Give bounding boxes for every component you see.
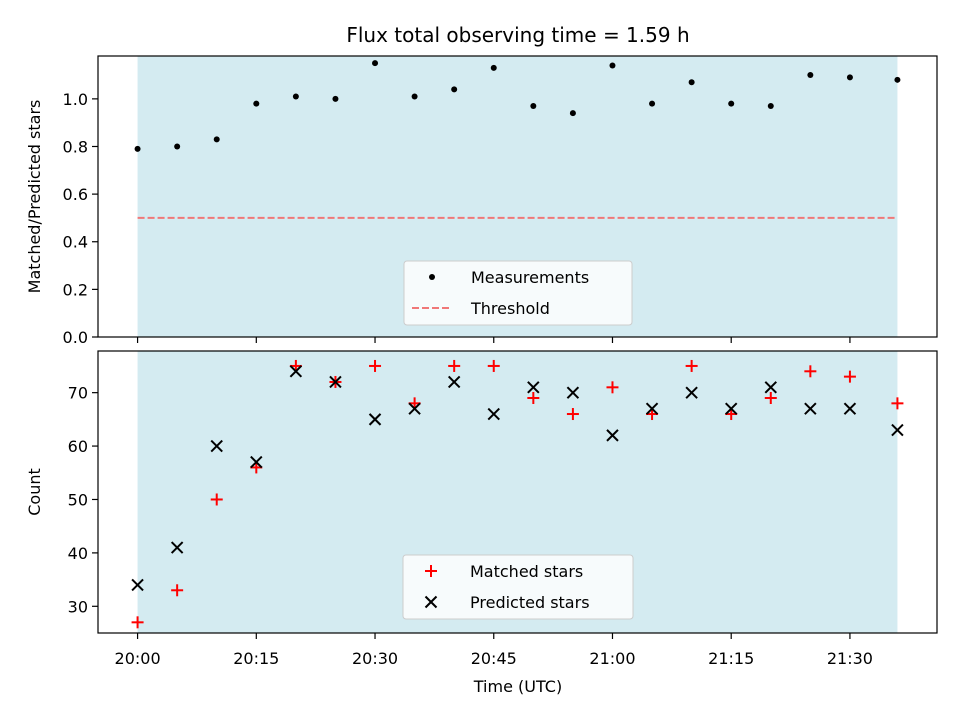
chart-title: Flux total observing time = 1.59 h bbox=[346, 23, 689, 47]
data-points bbox=[131, 359, 904, 629]
measurement-point bbox=[649, 100, 656, 107]
matched-star-point bbox=[448, 359, 461, 372]
matched-star-point bbox=[606, 381, 619, 394]
matched-star-point bbox=[891, 397, 904, 410]
count-panel: 30 40 50 60 70 Count Matched stars Predicted st… bbox=[25, 350, 938, 639]
predicted-star-point bbox=[210, 439, 223, 453]
measurement-point bbox=[411, 93, 418, 100]
predicted-star-point bbox=[685, 386, 698, 399]
matched-star-point bbox=[527, 392, 540, 404]
measurement-point bbox=[372, 60, 379, 67]
predicted-star-point bbox=[527, 381, 540, 394]
predicted-star-point bbox=[368, 413, 382, 426]
predicted-star-point bbox=[804, 402, 817, 415]
predicted-star-point bbox=[891, 423, 904, 437]
measurement-point bbox=[894, 76, 901, 83]
measurement-point bbox=[490, 64, 497, 71]
y-tick-label: 30 bbox=[68, 597, 88, 616]
y-tick-label: 1.0 bbox=[63, 90, 88, 109]
y-axis-label: Matched/Predicted stars bbox=[25, 100, 44, 294]
predicted-star-point bbox=[764, 381, 777, 394]
measurement-point bbox=[213, 136, 220, 143]
x-tick-label: 21:00 bbox=[589, 649, 635, 668]
y-axis-label: Count bbox=[25, 468, 44, 516]
x-tick-label: 21:30 bbox=[827, 649, 873, 668]
measurement-point bbox=[569, 110, 576, 117]
matched-star-point bbox=[804, 365, 817, 378]
matched-star-point bbox=[764, 392, 777, 404]
y-tick-label: 50 bbox=[68, 490, 88, 509]
y-tick-label: 0.0 bbox=[63, 328, 88, 347]
matched-star-point bbox=[566, 408, 579, 421]
x-tick-label: 21:15 bbox=[708, 649, 754, 668]
ratio-panel: 0.0 0.2 0.4 0.6 0.8 1.0 Matched/Predicted star… bbox=[25, 55, 938, 347]
predicted-star-point bbox=[843, 402, 857, 415]
matched-star-point bbox=[685, 359, 698, 372]
measurement-point bbox=[807, 72, 814, 79]
x-tick-label: 20:00 bbox=[115, 649, 161, 668]
legend: Matched stars Predicted stars bbox=[402, 554, 634, 620]
measurement-point bbox=[134, 145, 141, 152]
predicted-star-point bbox=[131, 578, 144, 592]
legend-label: Threshold bbox=[470, 299, 550, 318]
legend-label: Measurements bbox=[471, 268, 589, 287]
matched-star-point bbox=[487, 359, 500, 372]
y-tick-label: 60 bbox=[68, 437, 88, 456]
data-points bbox=[134, 60, 901, 152]
y-tick-label: 0.2 bbox=[63, 280, 88, 299]
x-tick-labels: 20:00 20:15 20:30 20:45 21:00 21:15 21:30 bbox=[115, 649, 873, 668]
predicted-star-point bbox=[447, 375, 461, 389]
legend: Measurements Threshold bbox=[403, 260, 633, 326]
legend-label: Matched stars bbox=[470, 562, 583, 581]
x-axis-label: Time (UTC) bbox=[473, 677, 562, 696]
measurement-point bbox=[530, 103, 537, 110]
measurement-point bbox=[846, 74, 853, 81]
measurement-point bbox=[767, 103, 774, 110]
legend-label: Predicted stars bbox=[470, 593, 590, 612]
predicted-star-point bbox=[329, 375, 342, 389]
legend-box bbox=[403, 260, 633, 326]
x-tick-label: 20:30 bbox=[352, 649, 398, 668]
measurement-point bbox=[174, 143, 181, 150]
predicted-star-point bbox=[725, 402, 738, 415]
y-tick-label: 0.6 bbox=[63, 185, 88, 204]
predicted-star-point bbox=[606, 429, 619, 442]
measurement-point bbox=[688, 79, 695, 86]
predicted-star-point bbox=[250, 455, 263, 469]
x-tick-label: 20:45 bbox=[471, 649, 517, 668]
matched-star-point bbox=[210, 493, 223, 506]
predicted-star-point bbox=[645, 402, 659, 415]
legend-marker-x bbox=[424, 595, 438, 609]
legend-box bbox=[402, 554, 634, 620]
predicted-star-point bbox=[408, 402, 421, 415]
predicted-star-point bbox=[170, 541, 184, 554]
measurement-point bbox=[451, 86, 458, 93]
measurement-point bbox=[609, 62, 616, 69]
measurement-point bbox=[253, 100, 260, 107]
legend-marker-dot bbox=[429, 274, 435, 280]
measurement-point bbox=[332, 95, 339, 102]
measurement-point bbox=[728, 100, 735, 107]
axes-frame bbox=[97, 55, 938, 338]
predicted-star-point bbox=[487, 407, 500, 421]
predicted-star-point bbox=[289, 365, 303, 378]
y-tick-label: 70 bbox=[68, 384, 88, 403]
legend-marker-plus bbox=[425, 565, 437, 577]
predicted-star-point bbox=[566, 386, 580, 399]
x-tick-label: 20:15 bbox=[233, 649, 279, 668]
matched-star-point bbox=[369, 359, 382, 372]
matched-star-point bbox=[843, 370, 856, 383]
measurement-point bbox=[292, 93, 299, 100]
matched-star-point bbox=[131, 616, 144, 629]
y-tick-label: 40 bbox=[68, 544, 88, 563]
axes-frame bbox=[97, 350, 938, 634]
matched-star-point bbox=[171, 584, 184, 597]
y-tick-label: 0.4 bbox=[63, 233, 88, 252]
y-tick-label: 0.8 bbox=[63, 137, 88, 156]
